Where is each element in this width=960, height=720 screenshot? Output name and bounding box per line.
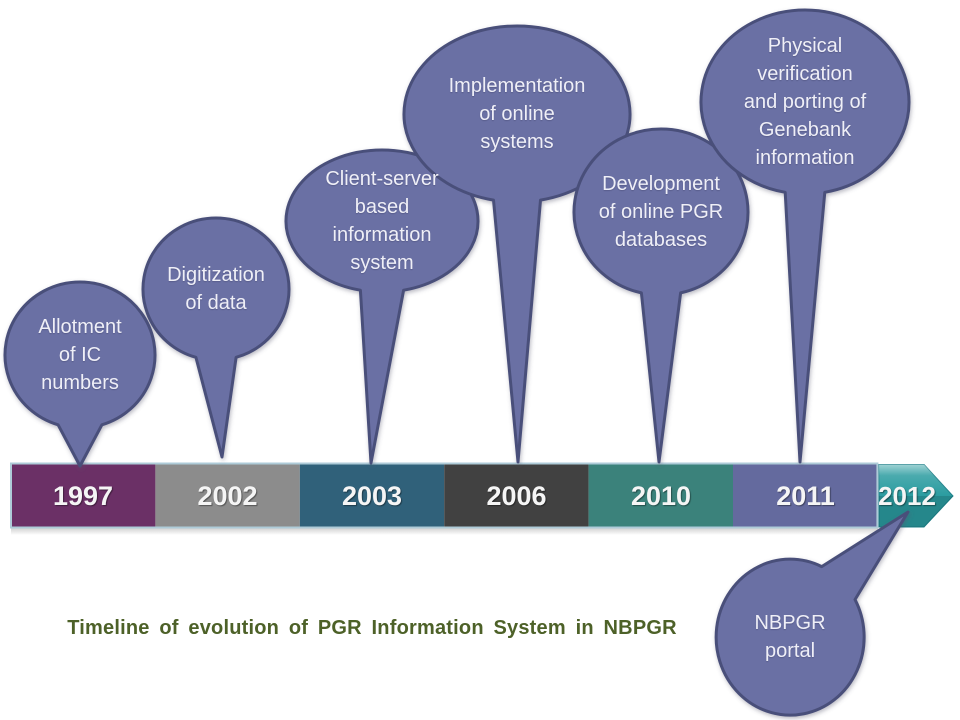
callout-balloons (3, 8, 911, 717)
timeline-segment-2006 (444, 464, 589, 527)
balloon-client-server-system (284, 148, 480, 465)
timeline-segment-2003 (299, 464, 445, 527)
timeline-segment-1997 (11, 464, 156, 527)
year-label-2006: 2006 (486, 480, 547, 511)
diagram-caption: Timeline of evolution of PGR Information… (67, 616, 677, 639)
year-label-2010: 2010 (630, 480, 692, 511)
balloon-label-digitization-of-data: Digitization of data (167, 264, 265, 314)
year-label-2011: 2011 (776, 480, 835, 511)
timeline-segment-2010 (588, 464, 733, 527)
balloon-allotment-ic-numbers (3, 280, 157, 468)
timeline-segment-2011 (733, 464, 878, 527)
year-label-2002: 2002 (197, 480, 258, 511)
year-label-2012: 2012 (878, 480, 936, 511)
timeline-bar-shadow (11, 528, 878, 535)
balloon-label-online-systems: Implementation of online systems (448, 75, 586, 153)
balloon-genebank-information (699, 8, 911, 464)
timeline-bar-border (10, 462, 879, 529)
year-label-1997: 1997 (52, 480, 114, 511)
balloon-label-allotment-ic-numbers: Allotment of IC numbers (38, 316, 122, 394)
balloon-online-pgr-databases (572, 127, 750, 464)
balloon-nbpgr-portal (714, 510, 910, 717)
year-label-2003: 2003 (341, 480, 403, 511)
timeline-segment-2002 (155, 464, 300, 527)
balloon-label-nbpgr-portal: NBPGR portal (754, 612, 826, 662)
balloon-label-client-server-system: Client-server based information system (325, 168, 439, 274)
timeline-arrow-highlight (879, 464, 953, 496)
balloon-label-genebank-information: Physical verification and porting of Gen… (743, 35, 867, 169)
timeline-bar (10, 462, 954, 535)
balloon-label-online-pgr-databases: Development of online PGR databases (598, 173, 724, 251)
balloon-digitization-of-data (141, 216, 291, 459)
